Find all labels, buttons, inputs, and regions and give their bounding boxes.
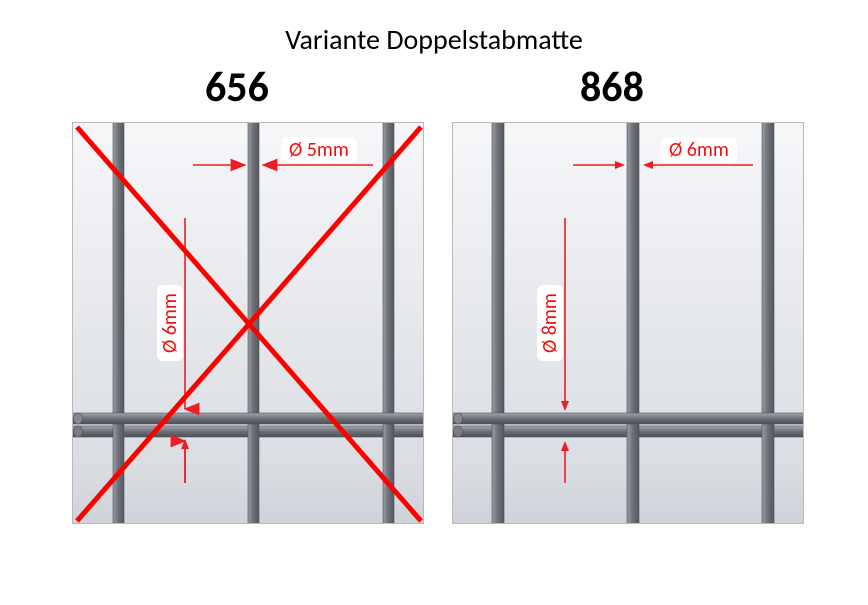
- dim-arrows-overlay-656: [73, 123, 424, 524]
- dim-label-vertical-656: Ø 5mm: [281, 137, 357, 163]
- dim-label-horizontal-868: Ø 8mm: [537, 285, 563, 361]
- main-title: Variante Doppelstabmatte: [0, 22, 868, 57]
- dim-label-vertical-868: Ø 6mm: [661, 137, 737, 163]
- panel-heading-left: 656: [205, 62, 269, 113]
- panel-heading-right: 868: [580, 62, 644, 113]
- dim-label-horizontal-656: Ø 6mm: [157, 285, 183, 361]
- panel-656: Ø 5mm Ø 6mm: [72, 122, 424, 524]
- fence-diagram-868: [453, 123, 804, 524]
- panel-868: Ø 6mm Ø 8mm: [452, 122, 804, 524]
